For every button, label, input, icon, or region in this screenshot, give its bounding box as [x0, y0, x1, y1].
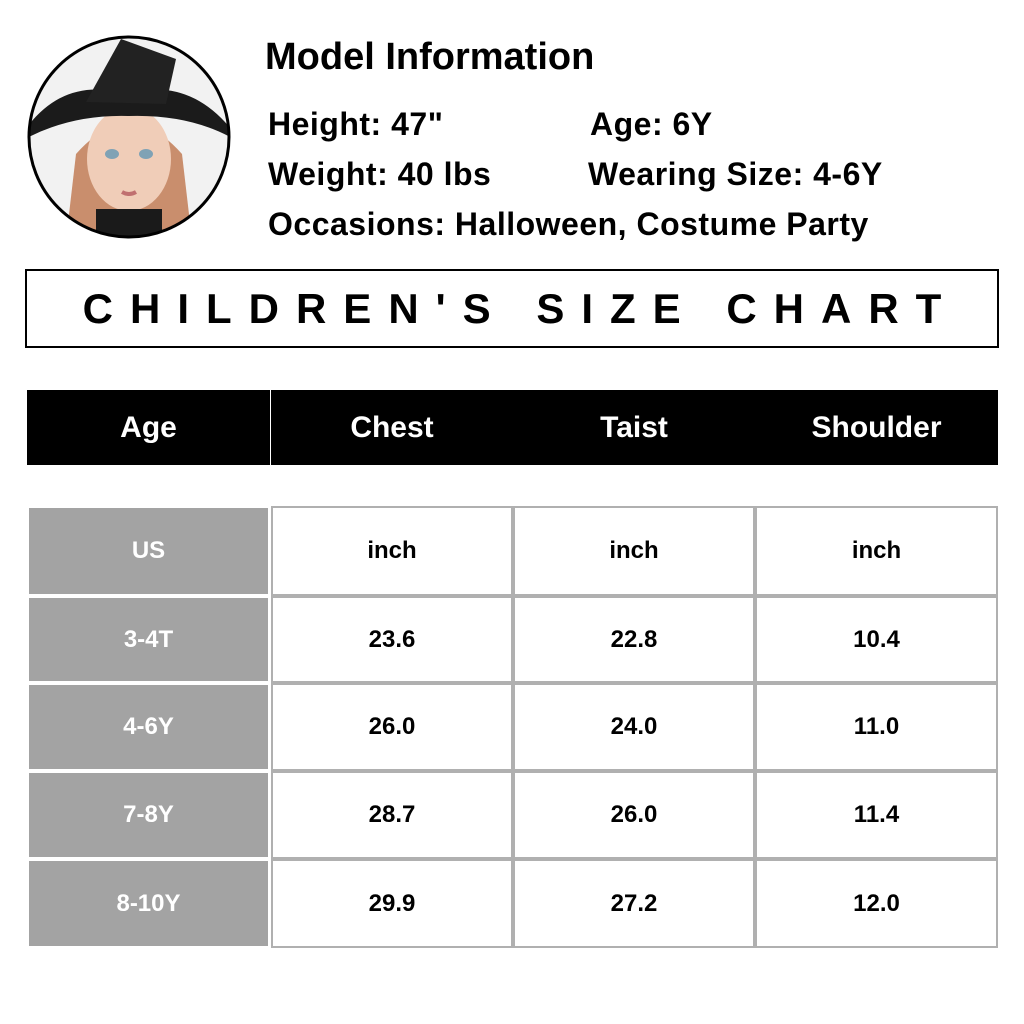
chart-title: CHILDREN'S SIZE CHART: [82, 284, 959, 332]
table-cell: 12.0: [755, 859, 998, 948]
table-cell: 11.4: [755, 771, 998, 859]
header-cell: Chest: [271, 390, 513, 465]
table-cell: inch: [513, 506, 755, 596]
row-label: 3-4T: [27, 596, 270, 683]
table-cell: 22.8: [513, 596, 755, 683]
table-cell: 27.2: [513, 859, 755, 948]
row-label: 7-8Y: [27, 771, 270, 859]
table-cell: 23.6: [271, 596, 513, 683]
table-cell: 28.7: [271, 771, 513, 859]
table-cell: 29.9: [271, 859, 513, 948]
chart-title-box: CHILDREN'S SIZE CHART: [25, 269, 999, 348]
header-cell: Age: [27, 390, 270, 465]
table-cell: 24.0: [513, 683, 755, 771]
model-info-title: Model Information: [265, 36, 595, 78]
table-cell: 11.0: [755, 683, 998, 771]
occasions: Occasions: Halloween, Costume Party: [268, 206, 869, 242]
weight: Weight: 40 lbs: [268, 156, 492, 192]
table-cell: 26.0: [513, 771, 755, 859]
header-cell: Taist: [513, 390, 755, 465]
table-cell: 26.0: [271, 683, 513, 771]
height: Height: 47": [268, 106, 444, 142]
age: Age: 6Y: [590, 106, 713, 142]
row-label: 8-10Y: [27, 859, 270, 948]
row-label: 4-6Y: [27, 683, 270, 771]
header-cell: Shoulder: [755, 390, 998, 465]
table-cell: 10.4: [755, 596, 998, 683]
model-photo: [27, 35, 231, 239]
wearing-size: Wearing Size: 4-6Y: [588, 156, 883, 192]
row-label: US: [27, 506, 270, 596]
table-cell: inch: [755, 506, 998, 596]
table-cell: inch: [271, 506, 513, 596]
